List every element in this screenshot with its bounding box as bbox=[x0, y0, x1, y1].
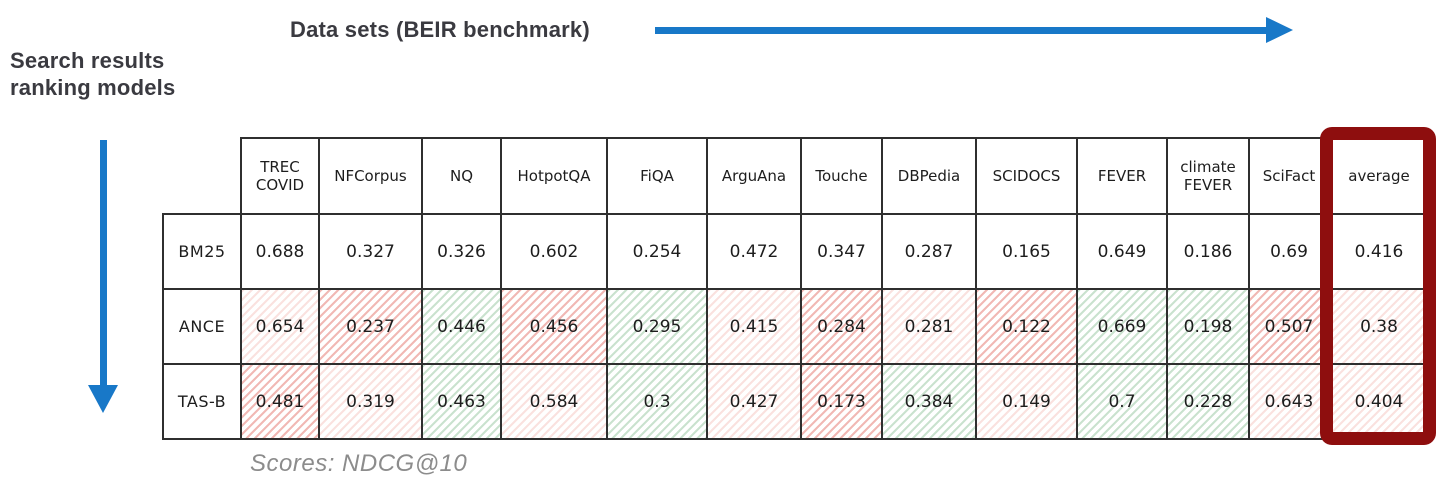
score-cell: 0.472 bbox=[706, 213, 802, 290]
score-cell: 0.649 bbox=[1076, 213, 1168, 290]
model-label: ANCE bbox=[162, 288, 242, 365]
score-cell: 0.287 bbox=[881, 213, 977, 290]
model-label: TAS-B bbox=[162, 363, 242, 440]
beir-score-table: TREC COVID NFCorpus NQ HotpotQA FiQA ArguAna T… bbox=[162, 137, 1430, 440]
column-header: FiQA bbox=[606, 137, 708, 215]
score-cell: 0.281 bbox=[881, 288, 977, 365]
score-cell: 0.456 bbox=[500, 288, 608, 365]
score-cell: 0.507 bbox=[1248, 288, 1330, 365]
score-cell: 0.149 bbox=[975, 363, 1078, 440]
score-cell: 0.228 bbox=[1166, 363, 1250, 440]
score-cell: 0.7 bbox=[1076, 363, 1168, 440]
score-cell: 0.186 bbox=[1166, 213, 1250, 290]
column-header: NQ bbox=[421, 137, 502, 215]
column-header: Touche bbox=[800, 137, 883, 215]
table-row: ANCE 0.654 0.237 0.446 0.456 0.295 0.415 0.284 0… bbox=[162, 288, 1430, 365]
datasets-arrow-right-head-icon bbox=[1266, 17, 1293, 43]
column-header: ArguAna bbox=[706, 137, 802, 215]
table-corner-blank bbox=[163, 138, 241, 214]
score-cell: 0.69 bbox=[1248, 213, 1330, 290]
score-cell: 0.404 bbox=[1328, 363, 1430, 440]
models-axis-label-line1: Search results bbox=[10, 48, 165, 73]
models-arrow-down-head-icon bbox=[88, 385, 118, 413]
score-cell: 0.254 bbox=[606, 213, 708, 290]
score-cell: 0.319 bbox=[318, 363, 423, 440]
score-cell: 0.384 bbox=[881, 363, 977, 440]
table-row: TAS-B 0.481 0.319 0.463 0.584 0.3 0.427 0.173 0.… bbox=[162, 363, 1430, 440]
column-header: SciFact bbox=[1248, 137, 1330, 215]
column-header: average bbox=[1328, 137, 1430, 215]
score-cell: 0.584 bbox=[500, 363, 608, 440]
score-cell: 0.165 bbox=[975, 213, 1078, 290]
model-label: BM25 bbox=[162, 213, 242, 290]
table-header-row: TREC COVID NFCorpus NQ HotpotQA FiQA ArguAna T… bbox=[163, 137, 1430, 215]
score-cell: 0.326 bbox=[421, 213, 502, 290]
score-cell: 0.347 bbox=[800, 213, 883, 290]
score-cell: 0.654 bbox=[240, 288, 320, 365]
score-cell: 0.688 bbox=[240, 213, 320, 290]
score-cell: 0.427 bbox=[706, 363, 802, 440]
score-cell: 0.416 bbox=[1328, 213, 1430, 290]
column-header: HotpotQA bbox=[500, 137, 608, 215]
datasets-axis-label: Data sets (BEIR benchmark) bbox=[290, 17, 590, 42]
column-header: NFCorpus bbox=[318, 137, 423, 215]
models-arrow-down-icon bbox=[100, 140, 107, 386]
score-cell: 0.415 bbox=[706, 288, 802, 365]
datasets-arrow-right-icon bbox=[655, 27, 1267, 34]
score-cell: 0.446 bbox=[421, 288, 502, 365]
score-cell: 0.602 bbox=[500, 213, 608, 290]
models-axis-label-line2: ranking models bbox=[10, 75, 176, 100]
table-row: BM25 0.688 0.327 0.326 0.602 0.254 0.472 0.347 0… bbox=[162, 213, 1430, 290]
score-cell: 0.3 bbox=[606, 363, 708, 440]
score-cell: 0.295 bbox=[606, 288, 708, 365]
column-header: climate FEVER bbox=[1166, 137, 1250, 215]
column-header: SCIDOCS bbox=[975, 137, 1078, 215]
column-header: DBPedia bbox=[881, 137, 977, 215]
score-cell: 0.284 bbox=[800, 288, 883, 365]
models-axis-label: Search results ranking models bbox=[10, 47, 175, 101]
score-cell: 0.237 bbox=[318, 288, 423, 365]
score-cell: 0.481 bbox=[240, 363, 320, 440]
score-cell: 0.122 bbox=[975, 288, 1078, 365]
score-cell: 0.643 bbox=[1248, 363, 1330, 440]
score-cell: 0.669 bbox=[1076, 288, 1168, 365]
score-cell: 0.327 bbox=[318, 213, 423, 290]
score-cell: 0.173 bbox=[800, 363, 883, 440]
scores-caption: Scores: NDCG@10 bbox=[250, 450, 468, 477]
column-header: FEVER bbox=[1076, 137, 1168, 215]
score-cell: 0.198 bbox=[1166, 288, 1250, 365]
score-cell: 0.38 bbox=[1328, 288, 1430, 365]
column-header: TREC COVID bbox=[240, 137, 320, 215]
score-cell: 0.463 bbox=[421, 363, 502, 440]
